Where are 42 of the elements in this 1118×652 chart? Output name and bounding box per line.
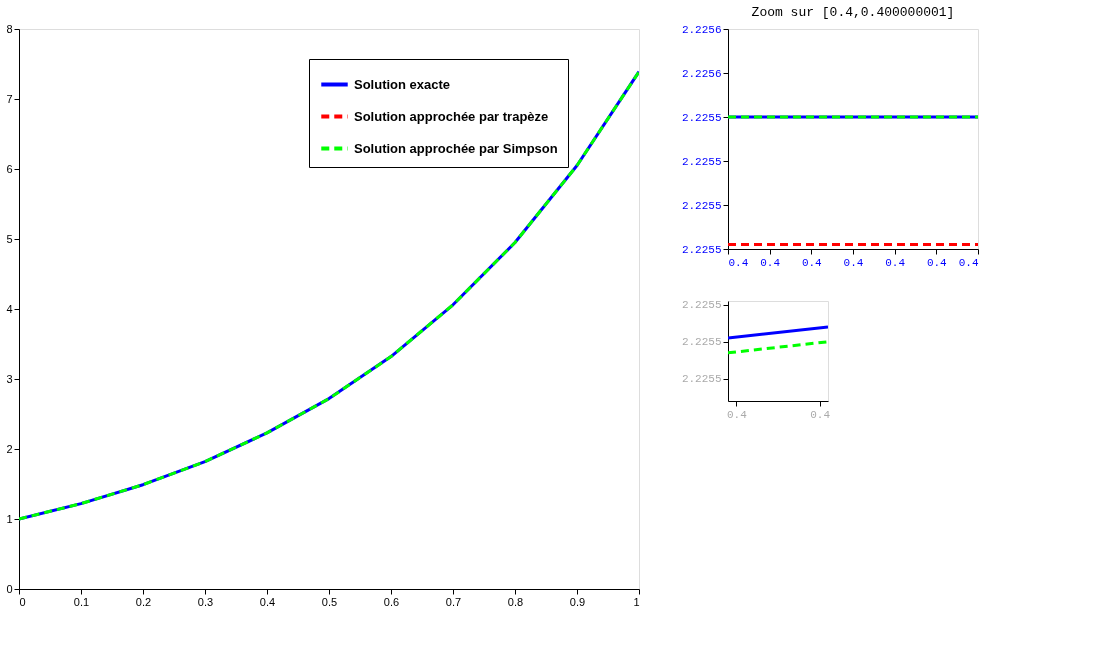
legend-label: Solution approchée par trapèze xyxy=(354,108,549,124)
x-tick-label: 0.7 xyxy=(445,595,462,608)
y-tick-label: 2 xyxy=(6,442,13,455)
y-tick-label: 2.2255 xyxy=(681,199,722,212)
y-tick-label: 4 xyxy=(6,302,13,315)
x-tick-label: 0.8 xyxy=(507,595,524,608)
x-tick-label: 0.9 xyxy=(569,595,586,608)
x-tick-label: 0.4 xyxy=(728,256,749,269)
x-tick-label: 0.6 xyxy=(383,595,400,608)
y-tick-label: 3 xyxy=(6,372,13,385)
y-tick-label: 5 xyxy=(6,232,13,245)
y-tick-label: 2.2255 xyxy=(681,155,722,168)
y-tick-label: 7 xyxy=(6,92,13,105)
x-tick-label: 0.4 xyxy=(801,256,823,269)
y-tick-label: 2.2256 xyxy=(681,23,722,36)
x-tick-label: 0.4 xyxy=(259,595,276,608)
x-tick-label: 0.4 xyxy=(726,408,748,421)
chart-title: Zoom sur [0.4,0.400000001] xyxy=(751,5,955,20)
legend-label: Solution exacte xyxy=(354,76,451,92)
y-tick-label: 8 xyxy=(6,22,13,35)
x-tick-label: 0.4 xyxy=(843,256,864,269)
y-tick-label: 2.2255 xyxy=(681,243,722,256)
y-tick-label: 2.2255 xyxy=(681,299,722,312)
y-tick-label: 1 xyxy=(6,512,13,525)
x-tick-label: 0.4 xyxy=(810,408,831,421)
x-tick-label: 0.4 xyxy=(885,256,906,269)
x-tick-label: 0 xyxy=(19,595,26,608)
y-tick-label: 2.2256 xyxy=(681,67,722,80)
y-tick-label: 2.2255 xyxy=(681,336,722,349)
y-tick-label: 0 xyxy=(6,582,13,595)
x-tick-label: 0.3 xyxy=(197,595,214,608)
y-tick-label: 2.2255 xyxy=(681,373,722,386)
x-tick-label: 0.2 xyxy=(135,595,152,608)
x-tick-label: 0.4 xyxy=(760,256,781,269)
y-tick-label: 6 xyxy=(6,162,13,175)
x-tick-label: 0.1 xyxy=(73,595,90,608)
y-tick-label: 2.2255 xyxy=(681,111,722,124)
x-tick-label: 1 xyxy=(633,595,640,608)
legend-label: Solution approchée par Simpson xyxy=(354,140,558,156)
x-tick-label: 0.5 xyxy=(321,595,338,608)
x-tick-label: 0.4 xyxy=(958,256,979,269)
x-tick-label: 0.4 xyxy=(926,256,948,269)
